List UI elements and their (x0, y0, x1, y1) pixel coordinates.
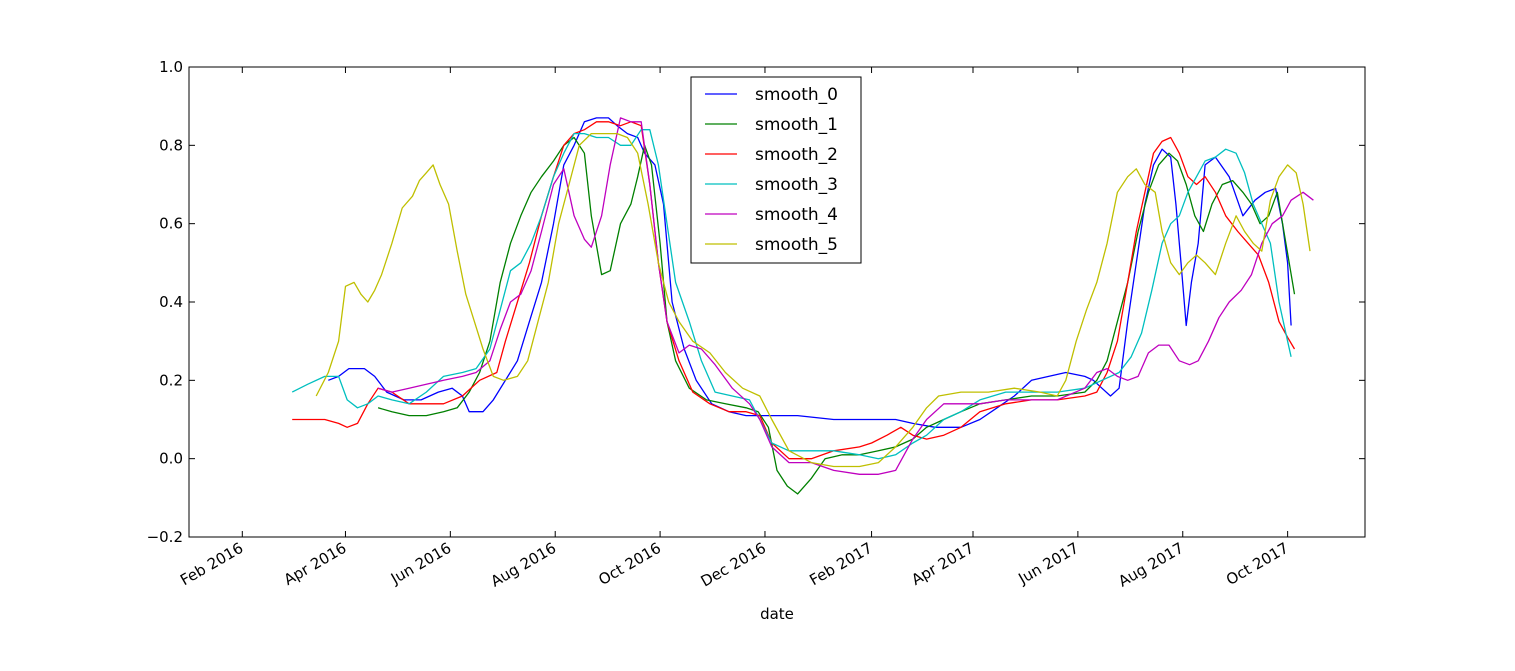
y-tick-label: 0.8 (159, 136, 183, 154)
series-line-smooth_0 (328, 117, 1292, 428)
series-layer (291, 117, 1314, 495)
legend-label: smooth_1 (755, 115, 838, 135)
series-line-smooth_5 (315, 132, 1311, 468)
legend-label: smooth_2 (755, 145, 838, 165)
y-axis: −0.2 0.0 0.2 0.4 0.6 0.8 1.0 (147, 58, 1365, 546)
y-tick-label: 1.0 (159, 58, 183, 76)
y-tick-label: 0.6 (159, 215, 183, 233)
y-tick-label: 0.2 (159, 371, 183, 389)
legend: smooth_0 smooth_1 smooth_2 smooth_3 smooth_4… (690, 76, 862, 264)
legend-label: smooth_3 (755, 175, 838, 195)
series-line-smooth_1 (377, 136, 1296, 495)
y-tick-label: 0.4 (159, 293, 183, 311)
legend-box (690, 76, 862, 264)
series-line-smooth_2 (292, 121, 1296, 460)
legend-label: smooth_4 (755, 205, 838, 225)
legend-entries: smooth_0 smooth_1 smooth_2 smooth_3 smooth_4… (705, 85, 838, 255)
y-tick-label: 0.0 (159, 450, 183, 468)
x-axis-title: date (760, 605, 794, 623)
legend-label: smooth_0 (755, 85, 838, 105)
legend-label: smooth_5 (755, 235, 838, 255)
y-tick-label: −0.2 (147, 528, 183, 546)
series-line-smooth_3 (291, 129, 1292, 460)
